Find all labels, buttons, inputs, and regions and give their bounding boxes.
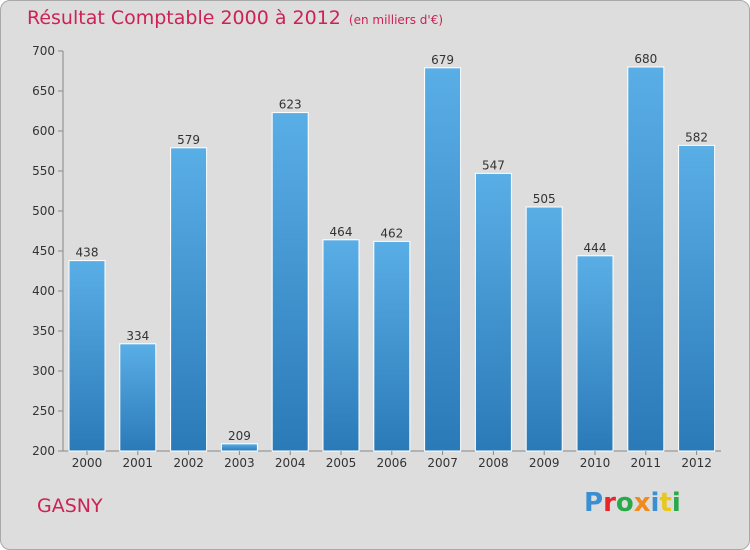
bar-value-label: 334 — [126, 329, 149, 343]
bar — [576, 255, 614, 452]
x-tick-label: 2005 — [326, 456, 357, 470]
x-tick-label: 2012 — [681, 456, 712, 470]
x-tick-label: 2007 — [427, 456, 458, 470]
bar-value-label: 505 — [533, 192, 556, 206]
logo-letter: i — [650, 488, 660, 518]
y-tick-label: 550 — [32, 164, 55, 178]
x-tick-label: 2003 — [224, 456, 255, 470]
y-tick-label: 300 — [32, 364, 55, 378]
logo-letter: r — [603, 488, 616, 518]
logo-letter: P — [584, 488, 604, 518]
bar-value-label: 438 — [76, 246, 99, 260]
bar — [68, 260, 106, 452]
y-tick-label: 450 — [32, 244, 55, 258]
y-tick-label: 350 — [32, 324, 55, 338]
bar-value-label: 209 — [228, 429, 251, 443]
bar — [678, 144, 716, 452]
x-tick-label: 2006 — [377, 456, 408, 470]
bar — [271, 112, 309, 452]
city-label: GASNY — [37, 495, 103, 517]
bar — [119, 343, 157, 452]
y-tick-label: 700 — [32, 44, 55, 58]
bar-value-label: 547 — [482, 158, 505, 172]
chart-title: Résultat Comptable 2000 à 2012 — [27, 7, 341, 29]
x-tick-label: 2001 — [123, 456, 154, 470]
bar — [525, 206, 563, 452]
x-tick-label: 2004 — [275, 456, 306, 470]
bar — [322, 239, 360, 452]
bar-value-label: 464 — [330, 225, 353, 239]
logo-letter: t — [659, 488, 672, 518]
bar — [220, 443, 258, 452]
y-tick-label: 500 — [32, 204, 55, 218]
y-tick-label: 400 — [32, 284, 55, 298]
y-tick-label: 600 — [32, 124, 55, 138]
logo-letter: x — [633, 488, 651, 518]
bar — [424, 67, 462, 452]
bar — [170, 147, 208, 452]
bar-value-label: 679 — [431, 53, 454, 67]
bar — [474, 172, 512, 452]
chart-subtitle: (en milliers d'€) — [348, 13, 444, 27]
x-tick-label: 2000 — [72, 456, 103, 470]
y-tick-label: 200 — [32, 444, 55, 458]
logo-letter: i — [671, 488, 681, 518]
bar-value-label: 462 — [380, 226, 403, 240]
bar — [627, 66, 665, 452]
bar-value-label: 444 — [584, 241, 607, 255]
x-tick-label: 2008 — [478, 456, 509, 470]
logo-letter: o — [615, 488, 634, 518]
x-tick-label: 2009 — [529, 456, 560, 470]
x-tick-label: 2002 — [173, 456, 204, 470]
bar-value-label: 680 — [634, 52, 657, 66]
bar — [373, 240, 411, 452]
x-tick-label: 2010 — [580, 456, 611, 470]
chart-title-block: Résultat Comptable 2000 à 2012 (en millie… — [27, 7, 443, 29]
y-tick-label: 650 — [32, 84, 55, 98]
bar-value-label: 623 — [279, 98, 302, 112]
x-tick-label: 2011 — [631, 456, 662, 470]
bar-value-label: 582 — [685, 130, 708, 144]
proxiti-logo: Proxiti — [584, 488, 681, 518]
bar-value-label: 579 — [177, 133, 200, 147]
y-tick-label: 250 — [32, 404, 55, 418]
